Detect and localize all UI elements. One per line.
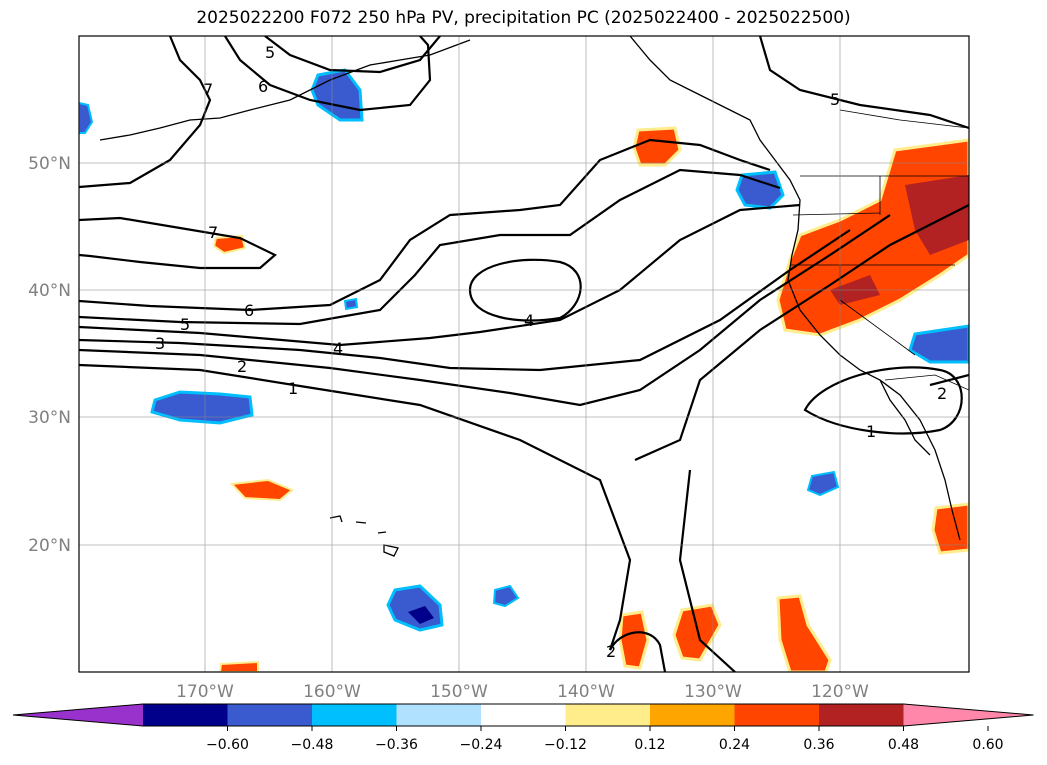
map-frame xyxy=(78,35,970,673)
positive-anomaly-15n-124w xyxy=(776,594,832,672)
pv-contour-4-closed xyxy=(468,258,582,322)
contour-label-6-north: 6 xyxy=(258,77,268,96)
colorbar-tick-label: 0.36 xyxy=(803,737,834,753)
pv-contour-3-mid xyxy=(79,229,851,372)
colorbar-tick-label: −0.12 xyxy=(544,737,587,753)
positive-anomaly-sw-corner xyxy=(218,660,259,672)
longitude-labels: 170°W 160°W 150°W 140°W 130°W 120°W xyxy=(176,682,869,702)
colorbar-tick-label: −0.36 xyxy=(375,737,418,753)
colorbar-tick-label: −0.48 xyxy=(291,737,334,753)
pv-contour-2-south xyxy=(609,631,667,672)
contour-label-7-mid: 7 xyxy=(208,223,218,242)
contour-label-5-north: 5 xyxy=(265,43,275,62)
colorbar-segment xyxy=(481,704,566,726)
lat-label-50n: 50°N xyxy=(28,154,71,174)
negative-anomaly-core-dark xyxy=(408,606,434,624)
lon-label-170w: 170°W xyxy=(176,682,234,702)
border-us-mexico xyxy=(884,374,969,391)
coastline-north-america xyxy=(629,36,961,541)
contour-label-1-east: 1 xyxy=(866,422,876,441)
latitude-labels: 50°N 40°N 30°N 20°N xyxy=(28,154,71,556)
positive-anomaly-hawaii-nw xyxy=(229,478,294,502)
colorbar-segment xyxy=(143,704,228,726)
colorbar-tick-label: 0.12 xyxy=(634,737,665,753)
pv-contour-5-north xyxy=(264,36,441,74)
contour-label-6-mid: 6 xyxy=(244,301,254,320)
colorbar: −0.60 −0.48 −0.36 −0.24 −0.12 0.12 0.24 0.36 0.4… xyxy=(12,703,1034,753)
coastline-baja xyxy=(879,379,931,456)
pv-contour-1-east xyxy=(634,204,969,462)
negative-anomaly-small-1 xyxy=(492,584,520,608)
contour-label-5-ne: 5 xyxy=(830,90,840,109)
contour-label-2-mid: 2 xyxy=(237,357,247,376)
colorbar-tick-label: 0.60 xyxy=(972,737,1003,753)
coastline-hawaii xyxy=(329,515,399,557)
lat-label-40n: 40°N xyxy=(28,281,71,301)
colorbar-tick-label: 0.48 xyxy=(888,737,919,753)
lat-label-30n: 30°N xyxy=(28,408,71,428)
colorbar-extend-low xyxy=(13,704,143,726)
contour-label-2-east: 2 xyxy=(937,384,947,403)
contour-label-3-mid: 3 xyxy=(155,334,165,353)
contour-label-2-south: 2 xyxy=(606,642,616,661)
pv-contour-2-mid xyxy=(79,214,891,407)
positive-anomaly-mexico xyxy=(931,502,969,555)
positive-anomaly-40n-170w xyxy=(212,234,247,255)
colorbar-tick-label: 0.24 xyxy=(719,737,750,753)
positive-anomaly-15n-138w xyxy=(618,610,650,670)
contour-label-5-mid: 5 xyxy=(180,315,190,334)
pv-contour-6-north xyxy=(224,36,432,112)
coastline-alaska xyxy=(99,39,471,141)
pv-contours xyxy=(79,36,969,672)
positive-anomaly-pacnw-core xyxy=(905,175,969,255)
contour-label-4-mid: 4 xyxy=(333,339,343,358)
pv-contour-1-mid xyxy=(79,363,632,651)
pv-contour-6-mid xyxy=(79,138,771,312)
negative-anomaly-west-edge xyxy=(79,101,94,134)
pv-contour-labels: 7 6 5 7 6 5 3 2 1 4 4 5 1 2 2 xyxy=(155,43,947,661)
lat-label-20n: 20°N xyxy=(28,536,71,556)
pv-contour-1-closed-low xyxy=(803,366,963,435)
colorbar-segment xyxy=(312,704,397,726)
pv-contour-5-mid xyxy=(79,168,781,326)
colorbar-outline xyxy=(12,703,1034,727)
colorbar-tick-label: −0.60 xyxy=(206,737,249,753)
colorbar-segment xyxy=(819,704,904,726)
contour-label-7-north: 7 xyxy=(203,80,213,99)
pv-contour-7-mid xyxy=(79,216,277,270)
lon-label-150w: 150°W xyxy=(430,682,488,702)
colorbar-extend-high xyxy=(903,704,1034,726)
contour-label-1-mid: 1 xyxy=(288,379,298,398)
pv-contour-5-ne xyxy=(758,36,969,130)
colorbar-segment xyxy=(396,704,482,726)
negative-anomaly-small-2 xyxy=(806,470,840,497)
lon-label-140w: 140°W xyxy=(557,682,615,702)
negative-anomaly-socal xyxy=(908,324,969,364)
colorbar-segment xyxy=(227,704,313,726)
graticule xyxy=(79,36,969,672)
border-wa-or xyxy=(792,212,881,216)
colorbar-segment xyxy=(734,704,820,726)
pv-contour-1-south xyxy=(678,469,736,672)
positive-anomaly-gulf-alaska xyxy=(632,126,682,167)
negative-anomaly-30n-170w xyxy=(150,390,254,425)
lon-label-120w: 120°W xyxy=(811,682,869,702)
pv-contour-4-mid xyxy=(79,203,801,347)
map-title: 2025022200 F072 250 hPa PV, precipitatio… xyxy=(196,8,851,28)
negative-anomaly-small-3 xyxy=(343,297,359,311)
contour-label-4-closed: 4 xyxy=(524,311,534,330)
map-background xyxy=(79,36,969,672)
pv-contour-2-east xyxy=(929,373,969,387)
border-canada-inner xyxy=(839,109,969,129)
lon-label-130w: 130°W xyxy=(684,682,742,702)
colorbar-segment xyxy=(650,704,735,726)
lon-label-160w: 160°W xyxy=(303,682,361,702)
colorbar-segment xyxy=(565,704,651,726)
coastlines xyxy=(99,36,961,557)
colorbar-tick-label: −0.24 xyxy=(460,737,503,753)
